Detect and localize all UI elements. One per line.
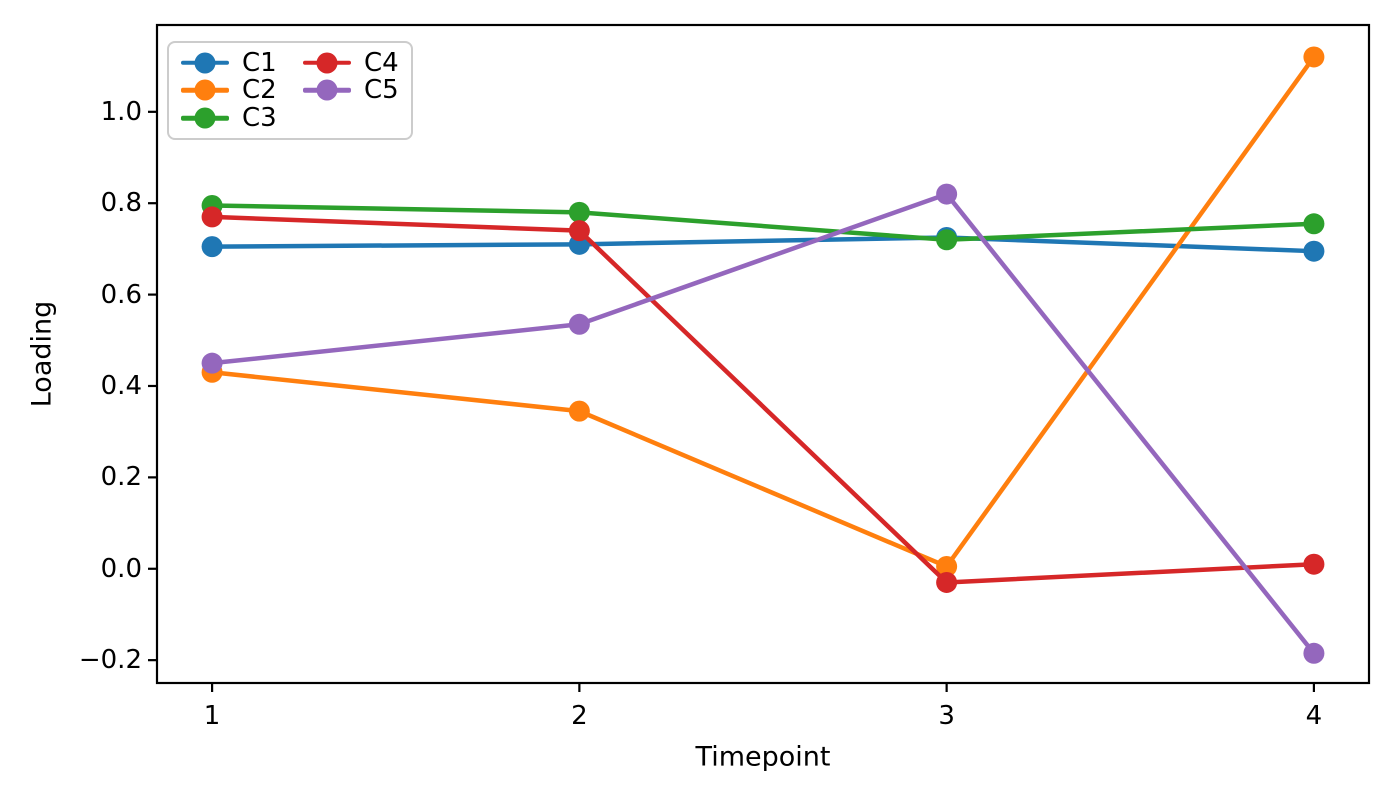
legend-label: C5	[364, 75, 399, 106]
x-tick-label: 3	[938, 701, 955, 731]
x-axis-label: Timepoint	[695, 741, 831, 773]
y-tick-label: 1.0	[100, 96, 142, 127]
legend: C1 C2 C3 C4 C5	[167, 41, 413, 140]
legend-label: C3	[242, 103, 277, 134]
marker-C2-t3	[936, 555, 958, 577]
legend-marker-C4	[303, 52, 351, 74]
y-tick-label: 0.8	[100, 188, 142, 219]
marker-C5-t2	[568, 313, 590, 335]
legend-item-C5: C5	[303, 77, 399, 105]
marker-C4-t3	[936, 571, 958, 593]
marker-C4-t1	[201, 206, 223, 228]
x-tick-label: 2	[571, 701, 588, 731]
y-axis-label: Loading	[26, 300, 58, 408]
marker-C4-t2	[568, 220, 590, 242]
marker-C2-t4	[1303, 46, 1325, 68]
y-tick-label: −0.2	[78, 645, 142, 676]
legend-dot-icon	[316, 79, 338, 101]
legend-marker-C3	[181, 107, 229, 129]
legend-marker-C1	[181, 52, 229, 74]
legend-label: C1	[242, 47, 277, 78]
series-line-C1	[209, 235, 1317, 254]
legend-item-C3: C3	[181, 104, 277, 132]
legend-label: C4	[364, 47, 399, 78]
marker-C3-t3	[936, 229, 958, 251]
y-tick-label: 0.2	[100, 462, 142, 493]
legend-marker-C5	[303, 79, 351, 101]
axes-spines	[155, 23, 1371, 685]
legend-dot-icon	[316, 52, 338, 74]
legend-items: C1 C2 C3 C4 C5	[181, 49, 399, 132]
y-tick-label: 0.4	[100, 370, 142, 401]
marker-C4-t4	[1303, 553, 1325, 575]
series-line-C5	[209, 191, 1317, 656]
legend-item-C2: C2	[181, 77, 277, 105]
x-tick-label: 4	[1305, 701, 1323, 731]
x-tick-label: 1	[203, 701, 221, 731]
series-line-C4	[209, 214, 1317, 585]
marker-C5-t4	[1303, 642, 1325, 664]
legend-label: C2	[242, 75, 277, 106]
legend-dot-icon	[194, 52, 216, 74]
marker-C5-t1	[201, 352, 223, 374]
marker-C1-t4	[1303, 240, 1325, 262]
legend-dot-icon	[194, 79, 216, 101]
legend-item-C1: C1	[181, 49, 277, 77]
marker-C1-t1	[201, 236, 223, 258]
series-line-C3	[209, 203, 1317, 243]
legend-dot-icon	[194, 107, 216, 129]
y-tick-label: 0.0	[100, 553, 142, 584]
y-tick-label: 0.6	[100, 279, 142, 310]
legend-item-C4: C4	[303, 49, 399, 77]
marker-C2-t2	[568, 400, 590, 422]
series-line-C2	[209, 54, 1317, 569]
marker-C3-t2	[568, 201, 590, 223]
marker-C3-t4	[1303, 213, 1325, 235]
legend-marker-C2	[181, 79, 229, 101]
marker-C5-t3	[936, 183, 958, 205]
